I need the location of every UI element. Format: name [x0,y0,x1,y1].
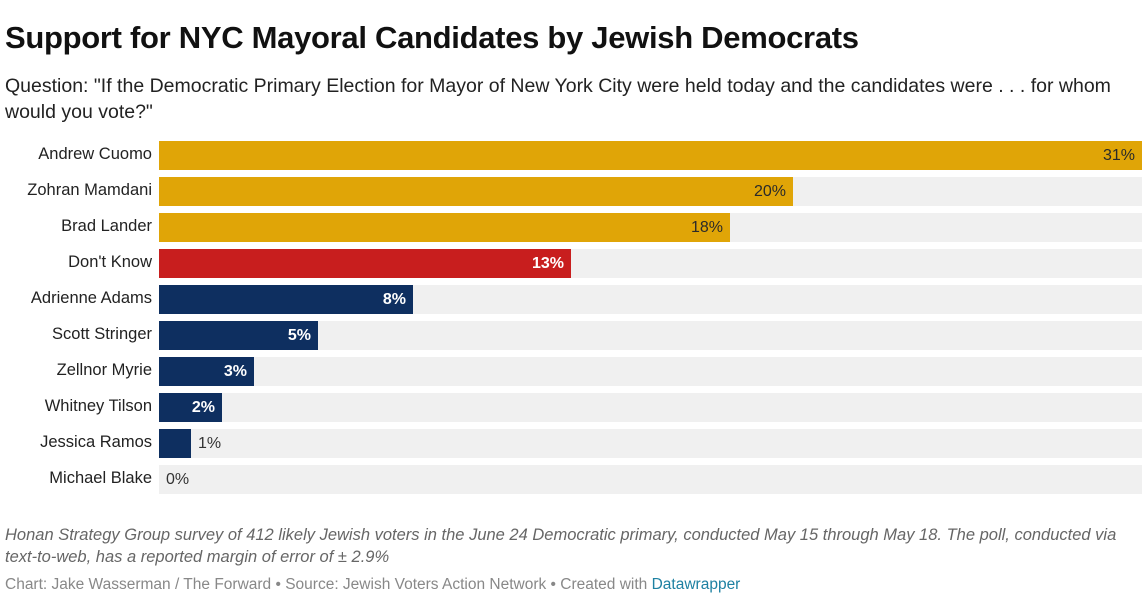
chart-title: Support for NYC Mayoral Candidates by Je… [5,20,859,55]
value-label: 3% [223,363,247,380]
bar [159,141,1142,170]
bar-row: Scott Stringer 5% [0,321,1143,350]
bar-track [159,465,1142,494]
bar [159,177,793,206]
bar-row: Adrienne Adams 8% [0,285,1143,314]
bar [159,285,413,314]
value-label: 1% [198,435,222,452]
bar-row: Don't Know 13% [0,249,1143,278]
bar-row: Zohran Mamdani 20% [0,177,1143,206]
bar [159,393,222,422]
category-label: Andrew Cuomo [38,145,152,163]
value-label: 5% [287,327,311,344]
bar-row: Jessica Ramos 1% [0,429,1143,458]
chart-note: Honan Strategy Group survey of 412 likel… [5,526,1117,566]
chart-credit: Chart: Jake Wasserman / The Forward • So… [5,576,740,594]
bar [159,213,730,242]
bar-row: Whitney Tilson 2% [0,393,1143,422]
bar-track [159,321,1142,350]
bar-row: Zellnor Myrie 3% [0,357,1143,386]
datawrapper-link[interactable]: Datawrapper [651,576,741,593]
chart-subtitle: Question: "If the Democratic Primary Ele… [5,75,1111,123]
bar-row: Michael Blake 0% [0,465,1143,494]
bar [159,429,191,458]
category-label: Jessica Ramos [40,433,152,451]
value-label: 13% [531,255,564,272]
value-label: 8% [382,291,406,308]
bar-row: Andrew Cuomo 31% [0,141,1143,170]
category-label: Adrienne Adams [30,289,152,307]
bar-track [159,393,1142,422]
bar-row: Brad Lander 18% [0,213,1143,242]
category-label: Scott Stringer [52,325,152,343]
value-label: 31% [1102,147,1135,164]
category-label: Don't Know [68,253,152,271]
bar [159,249,571,278]
category-label: Zellnor Myrie [56,361,152,379]
category-label: Brad Lander [61,217,152,235]
category-label: Whitney Tilson [44,397,152,415]
bar [159,321,318,350]
bar-track [159,429,1142,458]
value-label: 0% [166,471,190,488]
value-label: 2% [191,399,215,416]
category-label: Zohran Mamdani [27,181,152,199]
credit-text: Chart: Jake Wasserman / The Forward • So… [5,576,652,593]
bar [159,357,254,386]
bar-track [159,357,1142,386]
category-label: Michael Blake [49,469,152,487]
value-label: 20% [753,183,786,200]
value-label: 18% [690,219,723,236]
bar-chart: Andrew Cuomo 31% Zohran Mamdani 20% Brad Lan… [0,141,1143,496]
